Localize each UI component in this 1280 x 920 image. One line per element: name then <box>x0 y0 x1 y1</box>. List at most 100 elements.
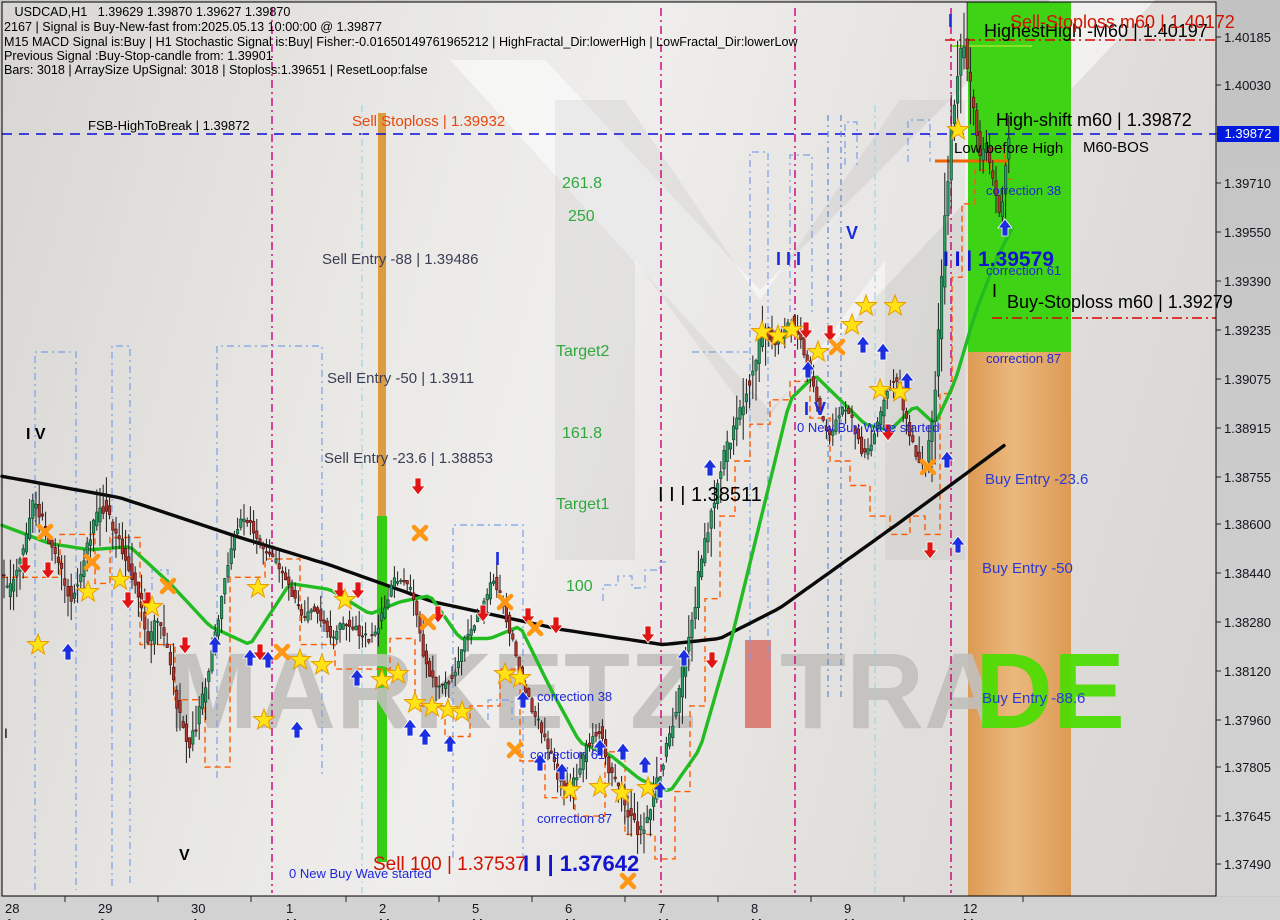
bull-candle <box>204 687 208 703</box>
bear-candle <box>287 576 291 585</box>
bull-candle <box>223 578 227 595</box>
bear-candle <box>623 799 627 806</box>
star-icon <box>806 339 830 363</box>
price-axis-label: 1.39235 <box>1224 323 1271 338</box>
bull-candle <box>754 360 758 371</box>
bear-candle <box>44 525 48 529</box>
bull-candle <box>664 743 668 757</box>
bear-candle <box>133 572 137 586</box>
bear-candle <box>418 615 422 634</box>
bull-candle <box>229 548 233 565</box>
price-axis-label: 1.38755 <box>1224 470 1271 485</box>
bull-candle <box>575 777 579 781</box>
bull-candle <box>210 650 214 672</box>
bull-candle <box>930 421 934 442</box>
bull-candle <box>716 483 720 504</box>
bull-candle <box>72 592 76 599</box>
bear-candle <box>2 574 6 577</box>
bear-candle <box>290 586 294 597</box>
buy-arrow-icon <box>417 727 433 746</box>
bear-candle <box>319 609 323 622</box>
buy-entry-50-label: Buy Entry -50 <box>982 560 1073 577</box>
time-axis-label: 6 May 23:00 <box>565 901 590 920</box>
close-signal-icon <box>506 741 524 759</box>
sell-arrow-icon <box>350 581 366 600</box>
bull-candle <box>5 585 9 588</box>
sell-stoploss-m60-label: Sell-Stoploss m60 | 1.40172 <box>1010 12 1235 32</box>
bear-candle <box>53 547 57 554</box>
bull-candle <box>834 419 838 432</box>
bear-candle <box>994 180 998 196</box>
bull-candle <box>840 406 844 415</box>
bull-candle <box>15 570 19 577</box>
bull-candle <box>373 631 377 636</box>
plot-border <box>1 1 1217 897</box>
bear-candle <box>159 622 163 626</box>
fib-161-label: 161.8 <box>562 425 603 442</box>
bear-candle <box>312 606 316 612</box>
bull-candle <box>709 510 713 529</box>
bull-candle <box>869 444 873 451</box>
bull-candle <box>156 620 160 623</box>
bear-candle <box>824 426 828 432</box>
price-axis-label: 1.40030 <box>1224 78 1271 93</box>
bull-candle <box>882 399 886 417</box>
bear-candle <box>540 722 544 734</box>
buy-arrow-icon <box>800 360 816 379</box>
price-axis-background[interactable] <box>1217 0 1280 896</box>
bull-candle <box>1004 165 1008 195</box>
close-signal-icon <box>36 523 54 541</box>
bull-candle <box>885 390 889 399</box>
bear-candle <box>748 380 752 386</box>
bear-candle <box>130 563 134 581</box>
close-signal-icon <box>419 613 437 631</box>
bull-candle <box>642 829 646 834</box>
m60-bos-label: M60-BOS <box>1083 139 1149 156</box>
time-axis-background[interactable] <box>0 897 1280 920</box>
close-signal-icon <box>83 553 101 571</box>
price-axis-label: 1.39075 <box>1224 372 1271 387</box>
sell-100-label: Sell 100 | 1.37537 <box>373 854 526 875</box>
channel-path <box>907 119 931 162</box>
bull-candle <box>197 706 201 725</box>
sell-arrow-icon <box>40 561 56 580</box>
bear-candle <box>991 170 995 179</box>
bear-candle <box>188 737 192 749</box>
sell-entry-236-label: Sell Entry -23.6 | 1.38853 <box>324 450 493 467</box>
bull-candle <box>79 574 83 583</box>
wave-i-mid-label: I <box>495 549 501 569</box>
bear-candle <box>450 675 454 679</box>
wave-v-bottom-label: V <box>179 847 190 864</box>
bear-candle <box>428 661 432 677</box>
bull-candle <box>690 619 694 639</box>
bear-candle <box>911 435 915 443</box>
star-icon <box>370 667 394 691</box>
bull-candle <box>581 754 585 770</box>
bull-candle <box>488 582 492 600</box>
wave2-high-label: I I | 1.38511 <box>658 484 762 506</box>
bull-candle <box>216 619 220 637</box>
close-signal-icon <box>159 577 177 595</box>
bull-candle <box>732 425 736 441</box>
bear-candle <box>533 711 537 717</box>
bull-candle <box>959 47 963 76</box>
bull-candle <box>149 631 153 641</box>
price-axis-label: 1.38120 <box>1224 664 1271 679</box>
price-axis-label: 1.40185 <box>1224 30 1271 45</box>
bear-candle <box>818 397 822 413</box>
target2-label: Target2 <box>556 343 610 360</box>
bull-candle <box>1007 138 1011 160</box>
bear-candle <box>322 619 326 624</box>
bear-candle <box>821 416 825 421</box>
bull-candle <box>639 825 643 831</box>
price-axis-label: 1.37960 <box>1224 713 1271 728</box>
bull-candle <box>700 558 704 578</box>
bear-candle <box>594 732 598 737</box>
bear-candle <box>248 520 252 523</box>
bear-candle <box>610 767 614 773</box>
bull-candle <box>12 578 16 592</box>
bull-candle <box>837 415 841 419</box>
bull-candle <box>668 733 672 747</box>
bear-candle <box>370 634 374 637</box>
